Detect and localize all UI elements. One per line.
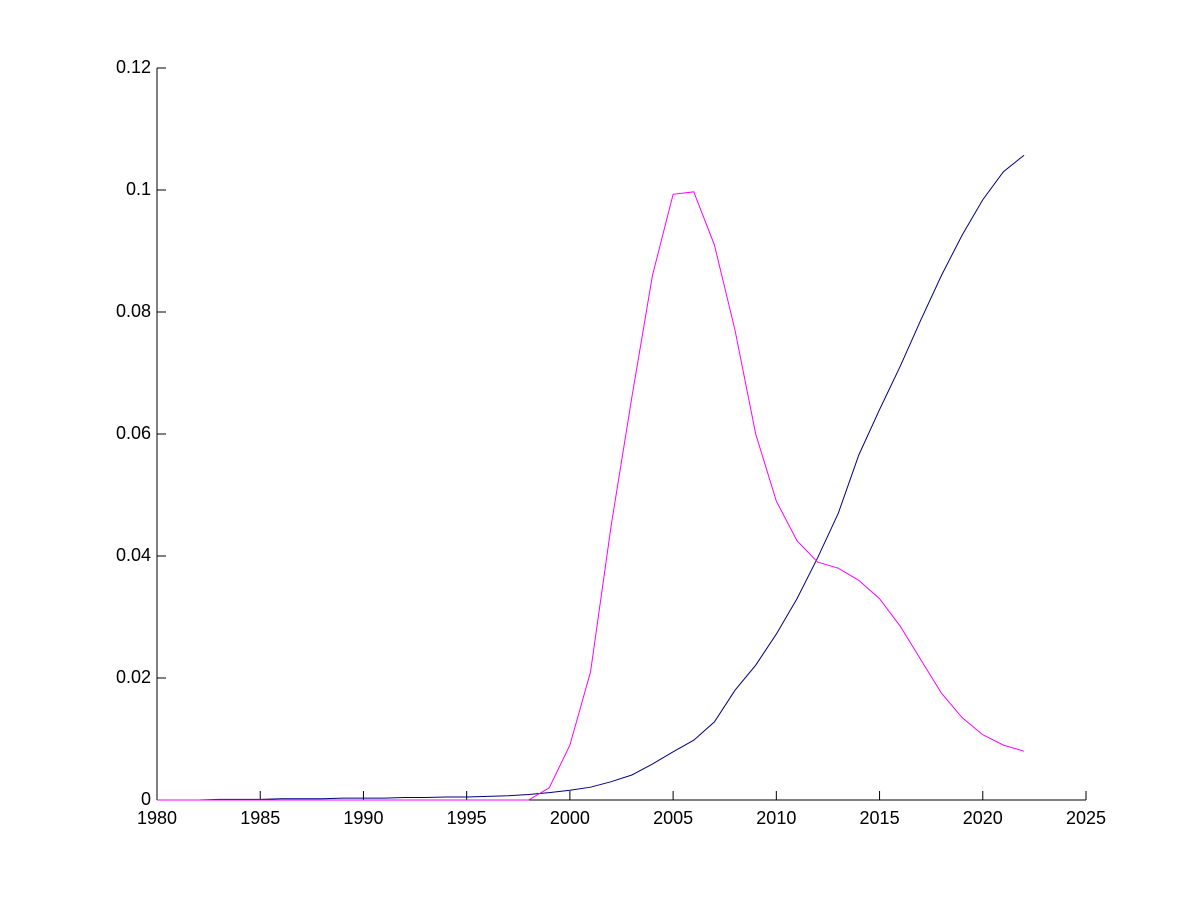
- series-line: [157, 154, 1025, 801]
- x-tick-label: 1985: [240, 808, 280, 828]
- y-tick-label: 0.1: [126, 179, 151, 199]
- x-tick-label: 2015: [860, 808, 900, 828]
- x-tick-label: 2000: [550, 808, 590, 828]
- x-tick-label: 1980: [137, 808, 177, 828]
- y-tick-label: 0.02: [116, 667, 151, 687]
- x-tick-label: 2025: [1066, 808, 1106, 828]
- x-tick-label: 1990: [343, 808, 383, 828]
- x-tick-label: 2010: [756, 808, 796, 828]
- y-tick-label: 0: [141, 789, 151, 809]
- y-tick-label: 0.06: [116, 423, 151, 443]
- x-tick-label: 2005: [653, 808, 693, 828]
- y-tick-label: 0.12: [116, 57, 151, 77]
- y-tick-label: 0.08: [116, 301, 151, 321]
- x-tick-label: 1995: [447, 808, 487, 828]
- series-line: [157, 191, 1025, 801]
- x-tick-label: 2020: [963, 808, 1003, 828]
- y-tick-label: 0.04: [116, 545, 151, 565]
